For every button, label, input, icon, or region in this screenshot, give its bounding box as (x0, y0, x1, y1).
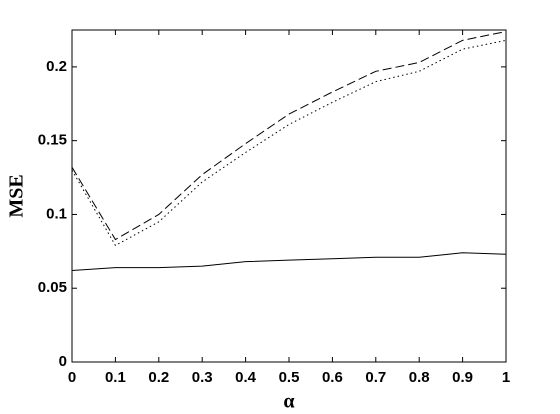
y-tick-label: 0.2 (46, 58, 67, 75)
x-tick-label: 0.4 (235, 369, 257, 386)
x-tick-label: 0.5 (279, 369, 300, 386)
y-axis-label: MSE (6, 174, 28, 217)
x-tick-label: 0.2 (148, 369, 169, 386)
x-tick-label: 0 (68, 369, 76, 386)
y-tick-label: 0 (59, 353, 67, 370)
y-tick-label: 0.05 (38, 279, 67, 296)
x-tick-label: 0.1 (105, 369, 126, 386)
x-tick-label: 0.7 (365, 369, 386, 386)
series-line (71, 252, 507, 272)
x-tick-label: 1 (502, 369, 510, 386)
x-axis-label: α (283, 391, 294, 413)
x-tick-label: 0.8 (409, 369, 430, 386)
y-tick-label: 0.1 (46, 205, 67, 222)
x-tick-label: 0.9 (452, 369, 473, 386)
x-tick-label: 0.3 (192, 369, 213, 386)
y-tick-label: 0.15 (38, 132, 67, 149)
x-tick-label: 0.6 (322, 369, 343, 386)
series-line (71, 30, 507, 241)
